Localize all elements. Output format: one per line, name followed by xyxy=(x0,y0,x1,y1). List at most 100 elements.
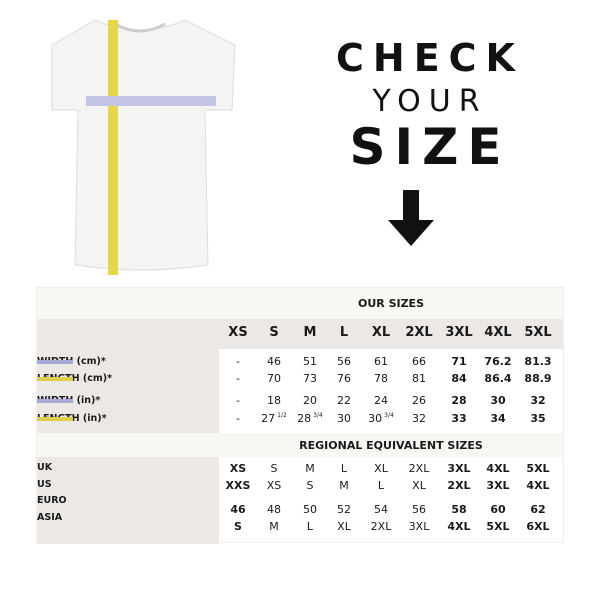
fraction: 3/4 xyxy=(384,412,394,420)
regional-size-value: 5XL xyxy=(486,520,510,533)
measurement-value: 76.2 xyxy=(484,355,511,368)
measurement-value: 84 xyxy=(451,372,466,385)
value-text: 84 xyxy=(451,372,467,385)
value-text: 30 xyxy=(368,412,383,425)
regional-size-value: S xyxy=(306,479,314,492)
measurement-value: 18 xyxy=(267,394,281,407)
size-chart-table: OUR SIZES REGIONAL EQUIVALENT SIZES XS S M… xyxy=(36,287,564,544)
value-text: 66 xyxy=(412,355,426,368)
measurement-value: 24 xyxy=(374,394,388,407)
regional-size-value: S xyxy=(234,520,242,533)
measurement-value: 20 xyxy=(303,394,317,407)
value-text: 61 xyxy=(374,355,388,368)
regional-size-value: M xyxy=(305,462,315,475)
value-text: 18 xyxy=(267,394,281,407)
value-text: 86.4 xyxy=(484,372,512,385)
measurement-value: 73 xyxy=(303,372,317,385)
heading-check: CHECK xyxy=(336,36,524,80)
value-text: 81.3 xyxy=(524,355,552,368)
measurement-label: LENGTH (cm)* xyxy=(37,373,113,384)
measurement-value: - xyxy=(236,355,240,368)
value-text: 22 xyxy=(337,394,351,407)
regional-size-value: 6XL xyxy=(526,520,550,533)
regional-size-value: 3XL xyxy=(486,479,510,492)
measurement-value: 76 xyxy=(337,372,351,385)
width-swatch xyxy=(37,399,73,403)
regional-size-value: XL xyxy=(412,479,426,492)
size-header: XS xyxy=(228,325,248,340)
value-text: 28 xyxy=(451,394,467,407)
measurement-value: - xyxy=(236,412,240,425)
regional-size-value: XL xyxy=(337,520,351,533)
regional-size-value: 3XL xyxy=(408,520,430,533)
regional-size-value: 2XL xyxy=(447,479,471,492)
value-text: 78 xyxy=(374,372,388,385)
measurement-value: 86.4 xyxy=(484,372,511,385)
measurement-value: 35 xyxy=(530,412,545,425)
our-sizes-title: OUR SIZES xyxy=(357,297,424,310)
regional-size-value: L xyxy=(377,479,385,492)
measurement-value: 32 xyxy=(530,394,545,407)
regional-size-value: 62 xyxy=(530,503,546,516)
heading-your: YOUR xyxy=(372,84,488,119)
value-text: 32 xyxy=(530,394,546,407)
regional-size-value: L xyxy=(340,462,348,475)
regional-size-value: 58 xyxy=(451,503,467,516)
regional-size-value: S xyxy=(270,462,278,475)
regional-size-value: 54 xyxy=(374,503,388,516)
value-text: 33 xyxy=(451,412,467,425)
regional-size-value: 46 xyxy=(230,503,246,516)
size-header: L xyxy=(339,325,349,340)
regional-size-value: 60 xyxy=(490,503,506,516)
measurement-value: 30 3/4 xyxy=(368,412,394,425)
value-text: 28 xyxy=(297,412,312,425)
fraction: 1/2 xyxy=(277,412,287,420)
measurement-value: 33 xyxy=(451,412,466,425)
value-text: 88.9 xyxy=(524,372,552,385)
regional-size-value: XL xyxy=(374,462,388,475)
measurement-value: 78 xyxy=(374,372,388,385)
value-text: 20 xyxy=(303,394,317,407)
regional-size-value: M xyxy=(269,520,279,533)
size-header: 5XL xyxy=(524,325,552,340)
value-text: 76 xyxy=(337,372,351,385)
measurement-value: 28 3/4 xyxy=(297,412,323,425)
size-header: M xyxy=(303,325,317,340)
regional-size-value: M xyxy=(339,479,349,492)
value-text: - xyxy=(236,355,240,368)
value-text: 24 xyxy=(374,394,388,407)
measurement-value: 32 xyxy=(412,412,426,425)
value-text: 76.2 xyxy=(484,355,512,368)
measurement-value: 30 xyxy=(337,412,351,425)
measurement-value: 81 xyxy=(412,372,426,385)
regional-size-value: 48 xyxy=(267,503,281,516)
regional-size-value: 4XL xyxy=(526,479,550,492)
measurement-value: - xyxy=(236,372,240,385)
value-text: 81 xyxy=(412,372,426,385)
region-label: UK xyxy=(37,462,53,473)
measurement-value: - xyxy=(236,394,240,407)
measurement-value: 34 xyxy=(490,412,505,425)
regional-size-value: XS xyxy=(229,462,247,475)
value-text: 56 xyxy=(337,355,351,368)
width-tape-measure xyxy=(86,96,216,106)
value-text: 27 xyxy=(261,412,276,425)
regional-size-value: 4XL xyxy=(447,520,471,533)
measurement-value: 81.3 xyxy=(524,355,551,368)
region-label: US xyxy=(37,479,52,490)
value-text: 71 xyxy=(451,355,467,368)
arrow-down-icon xyxy=(388,190,434,246)
regional-size-value: 4XL xyxy=(486,462,510,475)
size-header: 2XL xyxy=(405,325,433,340)
region-label: ASIA xyxy=(37,512,63,523)
measurement-value: 30 xyxy=(490,394,505,407)
measurement-value: 71 xyxy=(451,355,466,368)
size-header: XL xyxy=(371,325,391,340)
length-swatch xyxy=(37,417,73,421)
measurement-value: 51 xyxy=(303,355,317,368)
regional-size-value: 50 xyxy=(303,503,317,516)
tshirt-measurement-illustration xyxy=(51,19,236,275)
regional-size-value: XXS xyxy=(225,479,251,492)
regional-size-value: 5XL xyxy=(526,462,550,475)
regional-size-value: L xyxy=(306,520,314,533)
